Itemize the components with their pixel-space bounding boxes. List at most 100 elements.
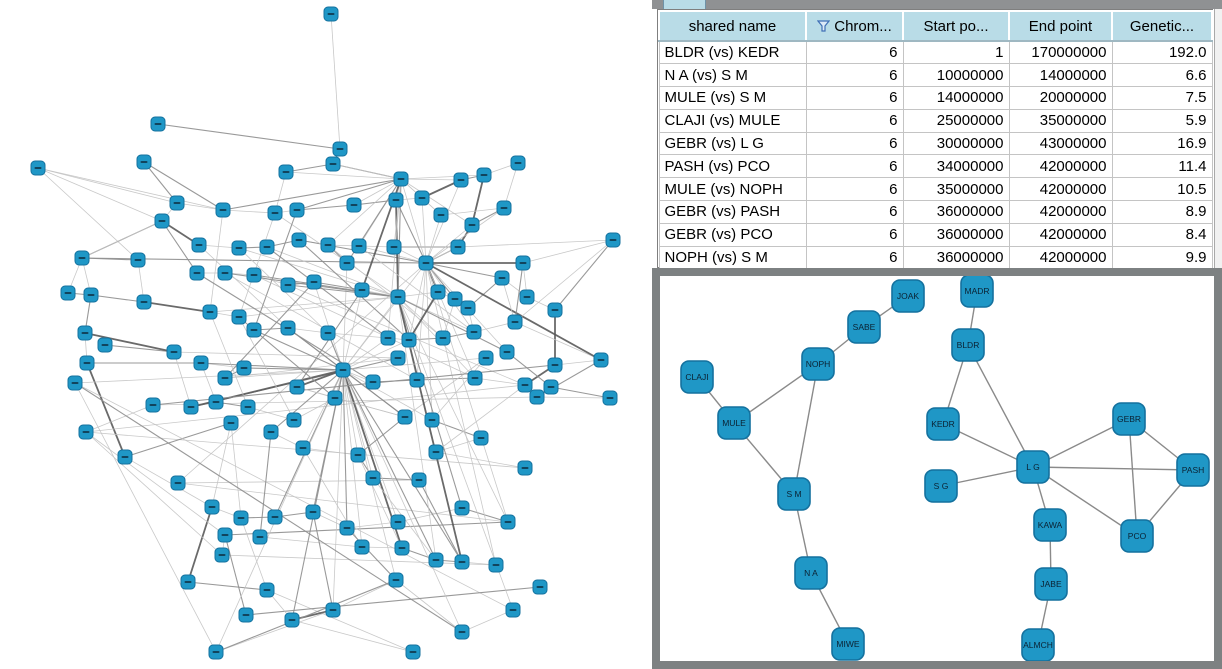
network-edge[interactable] — [400, 178, 427, 264]
network-node[interactable] — [339, 255, 355, 271]
network-node[interactable] — [405, 644, 421, 660]
network-edge[interactable] — [238, 212, 276, 318]
table-row[interactable]: GEBR (vs) L G 6 30000000 43000000 16.9 — [658, 131, 1213, 156]
network-edge[interactable] — [104, 344, 175, 353]
network-edge[interactable] — [143, 161, 224, 211]
network-node[interactable] — [295, 440, 311, 456]
network-node[interactable] — [320, 237, 336, 253]
network-node[interactable] — [193, 355, 209, 371]
network-node[interactable] — [259, 582, 275, 598]
network-node[interactable] — [510, 155, 526, 171]
network-node[interactable] — [332, 141, 348, 157]
network-node[interactable] — [394, 540, 410, 556]
network-edge[interactable] — [506, 351, 552, 388]
network-node[interactable] — [388, 572, 404, 588]
network-edge[interactable] — [440, 207, 505, 216]
network-edge[interactable] — [177, 482, 509, 523]
network-node[interactable] — [532, 579, 548, 595]
network-edge[interactable] — [342, 289, 363, 371]
network-node[interactable] — [460, 300, 476, 316]
network-node[interactable] — [494, 270, 510, 286]
network-node[interactable] — [280, 277, 296, 293]
network-node[interactable] — [335, 362, 351, 378]
network-node[interactable] — [424, 412, 440, 428]
network-edge[interactable] — [222, 209, 276, 214]
network-edge[interactable] — [327, 178, 402, 246]
table-tab-fragment[interactable] — [663, 0, 706, 9]
network-node-almch[interactable]: ALMCH — [1021, 628, 1055, 661]
network-node[interactable] — [339, 520, 355, 536]
network-node[interactable] — [246, 322, 262, 338]
network-edge[interactable] — [86, 362, 126, 458]
network-node[interactable] — [397, 409, 413, 425]
network-edge[interactable] — [222, 178, 402, 211]
network-node[interactable] — [267, 509, 283, 525]
network-node[interactable] — [323, 6, 339, 22]
network-edge[interactable] — [435, 451, 526, 469]
network-edge[interactable] — [397, 296, 463, 509]
network-edge[interactable] — [514, 321, 602, 361]
network-edge[interactable] — [296, 178, 402, 211]
network-edge[interactable] — [554, 239, 614, 311]
network-node[interactable] — [170, 475, 186, 491]
table-scrollbar-gutter[interactable] — [1214, 9, 1222, 268]
network-edge[interactable] — [296, 386, 406, 418]
network-edge[interactable] — [342, 369, 437, 561]
network-node-n-a[interactable]: N A — [794, 556, 828, 590]
network-node-bldr[interactable]: BLDR — [951, 328, 985, 362]
network-node[interactable] — [454, 624, 470, 640]
network-edge[interactable] — [74, 369, 344, 384]
network-node-gebr[interactable]: GEBR — [1112, 402, 1146, 436]
network-edge[interactable] — [397, 296, 508, 353]
network-node[interactable] — [191, 237, 207, 253]
network-edge[interactable] — [1128, 418, 1138, 537]
table-row[interactable]: CLAJI (vs) MULE 6 25000000 35000000 5.9 — [658, 108, 1213, 133]
network-edge[interactable] — [357, 416, 406, 456]
network-node[interactable] — [150, 116, 166, 132]
network-node[interactable] — [305, 504, 321, 520]
network-edge[interactable] — [395, 199, 427, 264]
network-edge[interactable] — [312, 511, 334, 611]
network-node[interactable] — [183, 399, 199, 415]
column-header-2[interactable]: Start po... — [902, 10, 1010, 42]
network-edge[interactable] — [400, 174, 485, 180]
network-node-jabe[interactable]: JABE — [1034, 567, 1068, 601]
network-edge[interactable] — [342, 369, 359, 456]
network-edge[interactable] — [291, 619, 414, 653]
network-edge[interactable] — [332, 163, 402, 180]
network-edge[interactable] — [425, 262, 476, 379]
network-edge[interactable] — [124, 456, 213, 508]
network-edge[interactable] — [259, 431, 272, 538]
network-edge[interactable] — [285, 163, 334, 173]
network-edge[interactable] — [425, 262, 602, 361]
network-edge[interactable] — [245, 586, 541, 616]
network-node[interactable] — [289, 202, 305, 218]
network-edge[interactable] — [187, 506, 213, 583]
table-row[interactable]: NOPH (vs) S M 6 36000000 42000000 9.9 — [658, 245, 1213, 270]
network-node[interactable] — [499, 344, 515, 360]
network-edge[interactable] — [342, 296, 399, 371]
network-node-pco[interactable]: PCO — [1120, 519, 1154, 553]
network-node[interactable] — [223, 415, 239, 431]
network-node[interactable] — [517, 377, 533, 393]
network-edge[interactable] — [81, 220, 163, 259]
network-edge[interactable] — [425, 214, 442, 264]
network-node[interactable] — [350, 447, 366, 463]
network-edge[interactable] — [143, 301, 211, 313]
network-edge[interactable] — [90, 294, 145, 303]
network-edge[interactable] — [967, 344, 1034, 468]
network-edge[interactable] — [85, 431, 223, 556]
network-edge[interactable] — [522, 239, 614, 264]
column-header-0[interactable]: shared name — [658, 10, 807, 42]
network-node[interactable] — [259, 239, 275, 255]
network-edge[interactable] — [37, 167, 139, 261]
network-node[interactable] — [505, 602, 521, 618]
network-edge[interactable] — [253, 209, 298, 331]
network-node[interactable] — [278, 164, 294, 180]
network-edge[interactable] — [342, 369, 463, 633]
network-edge[interactable] — [266, 589, 414, 653]
network-edge[interactable] — [435, 384, 526, 453]
network-edge[interactable] — [253, 274, 399, 298]
network-node[interactable] — [180, 574, 196, 590]
network-edge[interactable] — [209, 311, 249, 408]
